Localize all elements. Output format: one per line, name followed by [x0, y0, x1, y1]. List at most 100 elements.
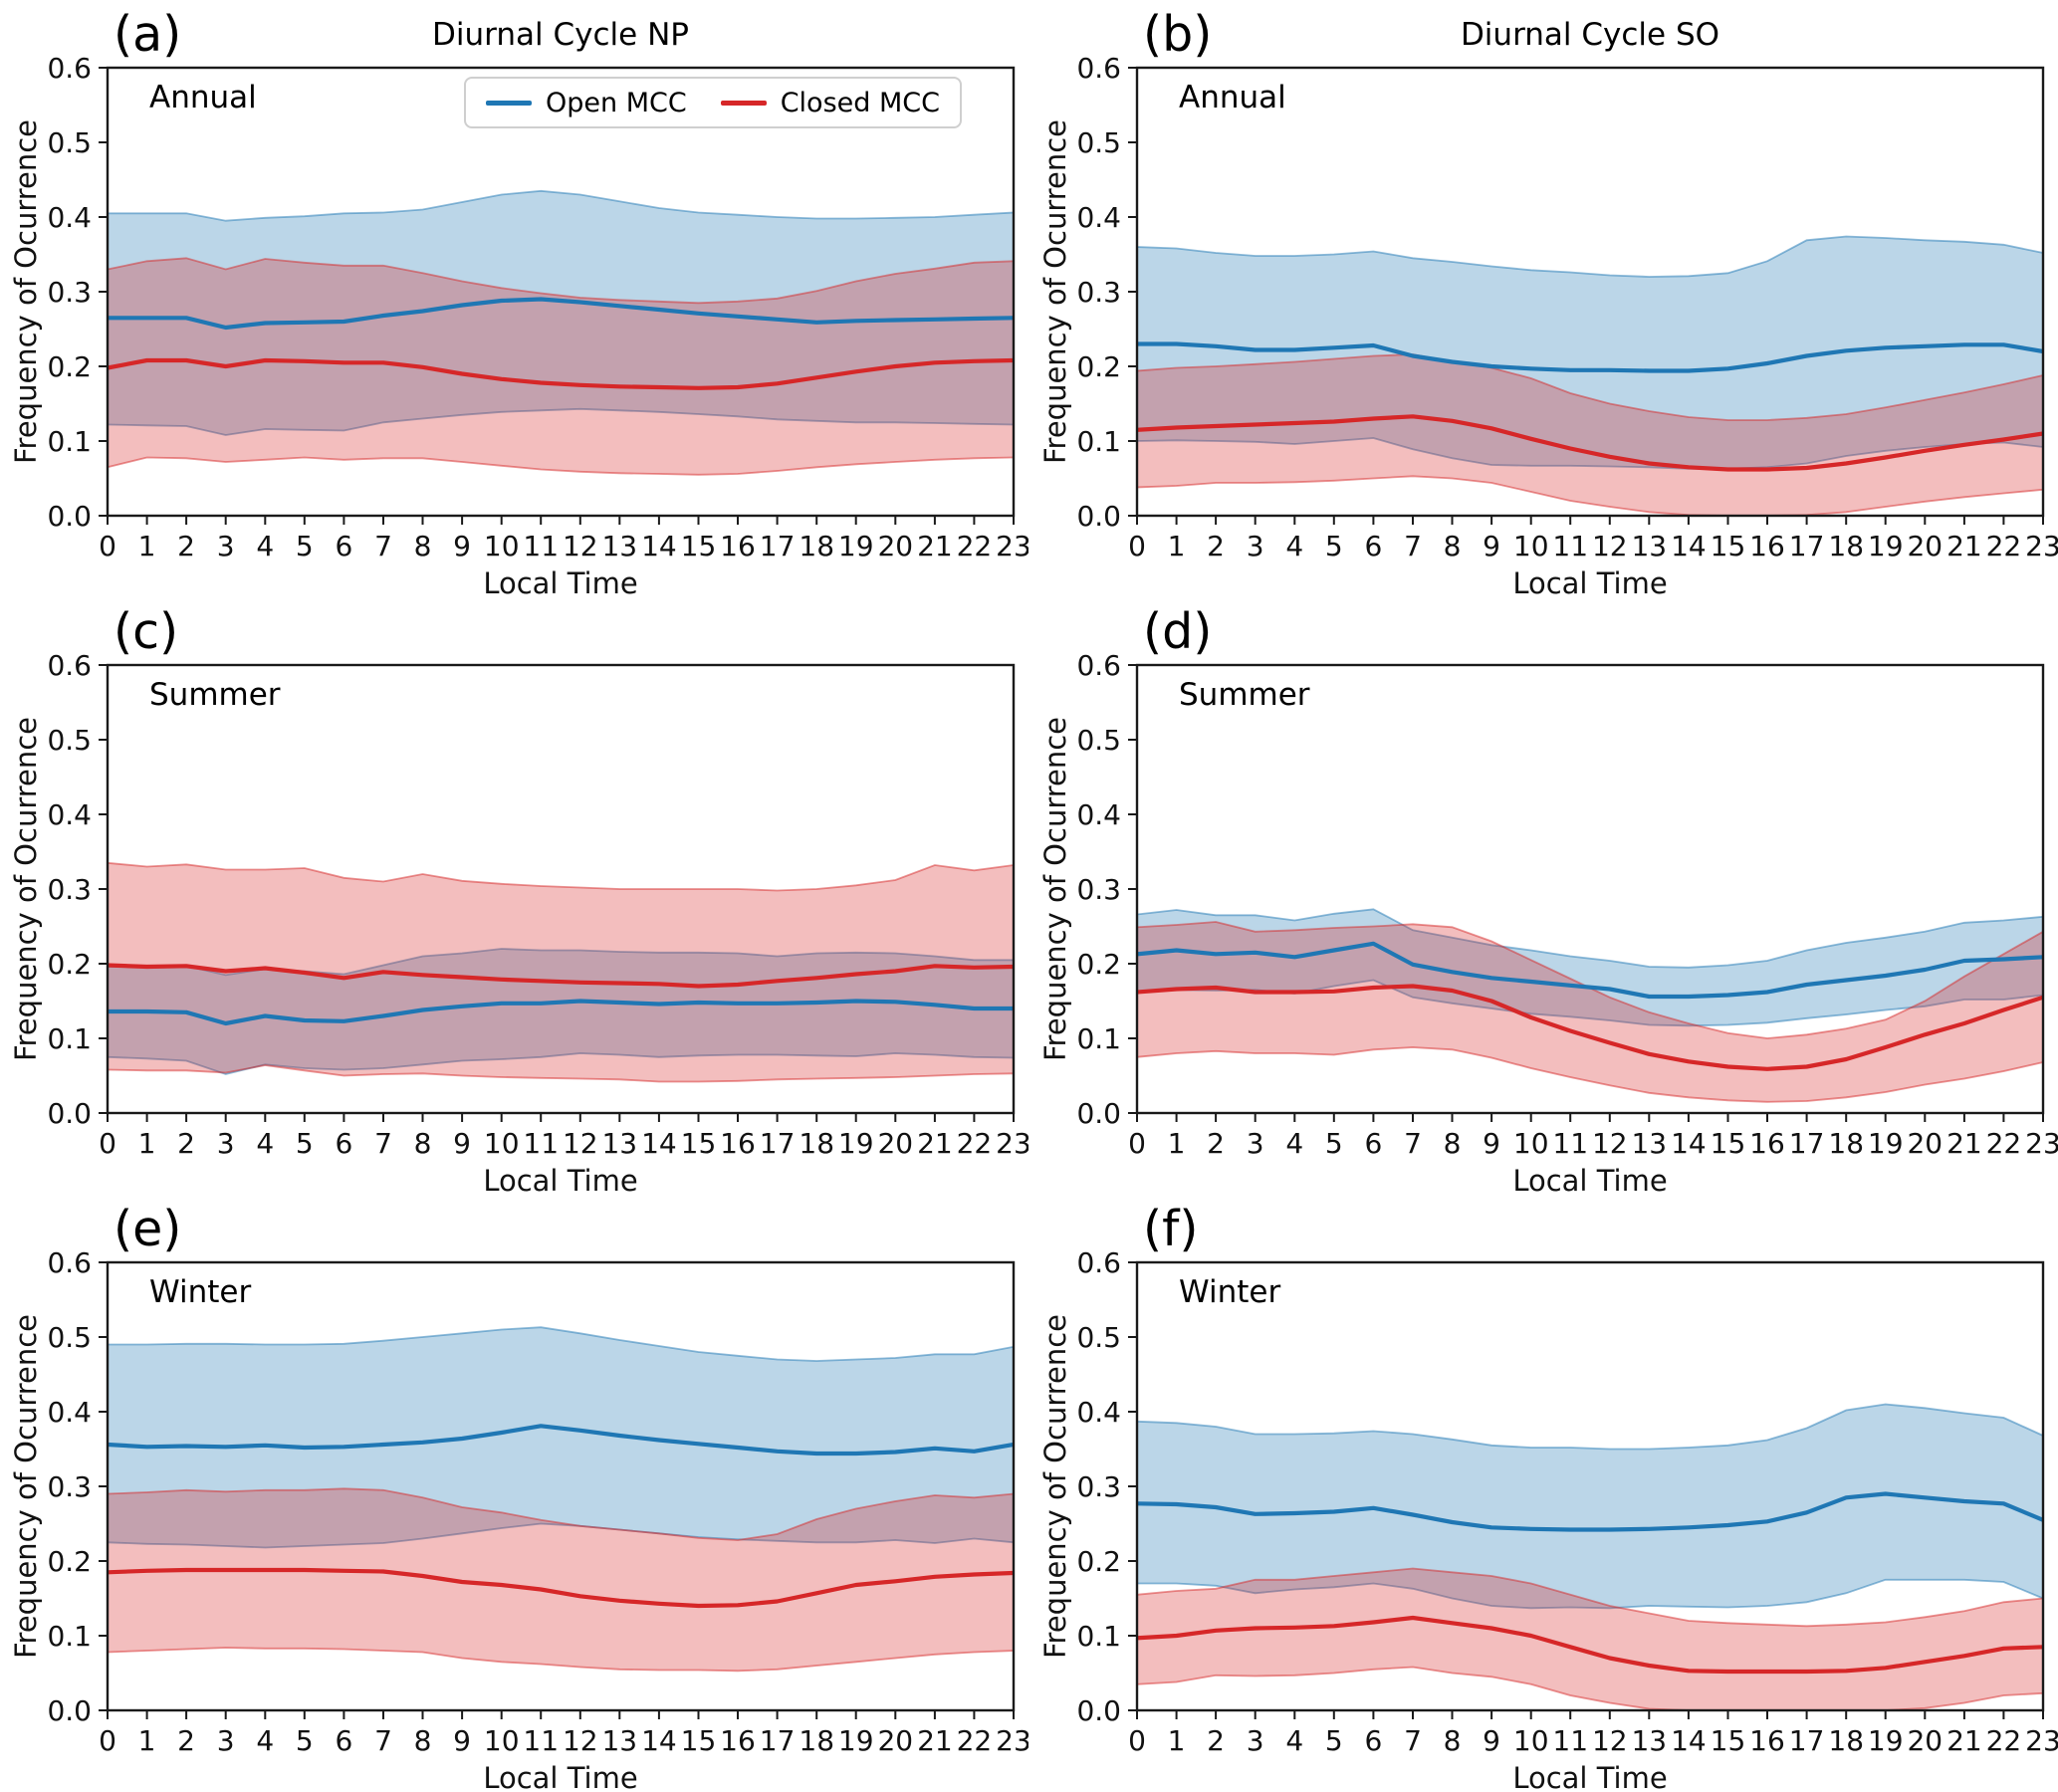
- svg-text:0.1: 0.1: [47, 1620, 92, 1653]
- panel-a-plot: 0 1 2 3 4 5 6 7 8 9 10 11 12 13 14 15 16 17 18 19 20 21 22 230.…: [9, 52, 1029, 597]
- svg-text:15: 15: [681, 1127, 717, 1160]
- svg-text:3: 3: [217, 530, 235, 562]
- panel-letter: (b): [1143, 6, 1213, 63]
- svg-text:15: 15: [1711, 530, 1746, 562]
- svg-text:13: 13: [1631, 530, 1667, 562]
- svg-text:Local Time: Local Time: [483, 566, 637, 597]
- svg-text:0.5: 0.5: [47, 1321, 92, 1354]
- svg-text:5: 5: [296, 1724, 314, 1757]
- svg-text:6: 6: [335, 1127, 352, 1160]
- panel-c-plot: 0 1 2 3 4 5 6 7 8 9 10 11 12 13 14 15 16 17 18 19 20 21 22 230.…: [9, 649, 1029, 1195]
- svg-text:0.5: 0.5: [1076, 126, 1121, 159]
- svg-text:23: 23: [996, 1127, 1029, 1160]
- svg-text:3: 3: [217, 1127, 235, 1160]
- svg-text:20: 20: [1907, 1127, 1943, 1160]
- svg-text:15: 15: [681, 530, 717, 562]
- svg-text:5: 5: [1325, 1724, 1343, 1757]
- svg-text:13: 13: [1631, 1127, 1667, 1160]
- svg-text:0.3: 0.3: [47, 1470, 92, 1503]
- svg-text:0: 0: [99, 1724, 116, 1757]
- svg-text:6: 6: [335, 1724, 352, 1757]
- svg-text:Frequency of Ocurrence: Frequency of Ocurrence: [9, 717, 43, 1061]
- svg-text:2: 2: [1207, 530, 1225, 562]
- svg-text:0.0: 0.0: [1076, 1694, 1121, 1727]
- svg-text:3: 3: [217, 1724, 235, 1757]
- panel-letter: (c): [114, 603, 179, 660]
- svg-text:0.5: 0.5: [1076, 724, 1121, 757]
- svg-text:11: 11: [523, 1127, 559, 1160]
- svg-text:10: 10: [484, 1127, 520, 1160]
- svg-text:Frequency of Ocurrence: Frequency of Ocurrence: [1038, 717, 1072, 1061]
- svg-text:17: 17: [760, 1127, 796, 1160]
- svg-text:10: 10: [1513, 530, 1549, 562]
- svg-text:1: 1: [1168, 1127, 1186, 1160]
- svg-text:20: 20: [877, 1127, 913, 1160]
- svg-text:0.2: 0.2: [47, 350, 92, 383]
- svg-text:18: 18: [799, 1127, 834, 1160]
- panel-title: Diurnal Cycle SO: [1460, 17, 1720, 53]
- svg-text:22: 22: [957, 530, 993, 562]
- svg-text:2: 2: [177, 530, 195, 562]
- svg-text:0.4: 0.4: [47, 798, 92, 831]
- season-label: Annual: [149, 80, 257, 115]
- svg-text:19: 19: [1868, 530, 1904, 562]
- svg-text:18: 18: [799, 530, 834, 562]
- svg-text:2: 2: [1207, 1724, 1225, 1757]
- svg-text:Frequency of Ocurrence: Frequency of Ocurrence: [9, 119, 43, 464]
- panel-e-plot: 0 1 2 3 4 5 6 7 8 9 10 11 12 13 14 15 16 17 18 19 20 21 22 230.…: [9, 1246, 1029, 1792]
- svg-text:23: 23: [2025, 1127, 2058, 1160]
- svg-text:3: 3: [1247, 1127, 1264, 1160]
- panel-b-plot: 0 1 2 3 4 5 6 7 8 9 10 11 12 13 14 15 16 17 18 19 20 21 22 230.…: [1038, 52, 2058, 597]
- svg-text:18: 18: [1828, 1127, 1864, 1160]
- svg-text:6: 6: [1364, 530, 1382, 562]
- svg-text:7: 7: [1404, 530, 1422, 562]
- svg-text:11: 11: [523, 530, 559, 562]
- svg-text:0.6: 0.6: [47, 649, 92, 682]
- panel-letter: (e): [114, 1201, 182, 1257]
- svg-text:7: 7: [1404, 1724, 1422, 1757]
- svg-text:Frequency of Ocurrence: Frequency of Ocurrence: [1038, 1314, 1072, 1659]
- svg-text:18: 18: [1828, 1724, 1864, 1757]
- svg-text:5: 5: [296, 530, 314, 562]
- season-label: Annual: [1179, 80, 1286, 115]
- svg-text:0.0: 0.0: [47, 500, 92, 533]
- svg-text:0.0: 0.0: [47, 1097, 92, 1130]
- svg-text:0.0: 0.0: [1076, 1097, 1121, 1130]
- svg-text:5: 5: [1325, 530, 1343, 562]
- svg-text:0.6: 0.6: [47, 52, 92, 85]
- svg-text:10: 10: [484, 530, 520, 562]
- svg-text:0.1: 0.1: [47, 425, 92, 458]
- svg-text:13: 13: [601, 530, 637, 562]
- svg-text:Local Time: Local Time: [1512, 566, 1667, 597]
- svg-text:20: 20: [877, 1724, 913, 1757]
- svg-text:8: 8: [414, 1127, 432, 1160]
- svg-text:8: 8: [414, 530, 432, 562]
- svg-text:13: 13: [601, 1724, 637, 1757]
- svg-text:15: 15: [1711, 1724, 1746, 1757]
- svg-text:0: 0: [99, 1127, 116, 1160]
- svg-text:0.4: 0.4: [1076, 201, 1121, 234]
- svg-text:7: 7: [374, 1127, 392, 1160]
- svg-text:6: 6: [1364, 1127, 1382, 1160]
- panel-letter: (f): [1143, 1201, 1199, 1257]
- svg-text:11: 11: [1552, 530, 1588, 562]
- svg-text:0.5: 0.5: [47, 126, 92, 159]
- svg-text:11: 11: [523, 1724, 559, 1757]
- svg-text:21: 21: [1946, 530, 1982, 562]
- svg-text:17: 17: [1789, 530, 1825, 562]
- svg-text:Local Time: Local Time: [483, 1761, 637, 1792]
- svg-text:4: 4: [1285, 530, 1303, 562]
- svg-text:4: 4: [1285, 1127, 1303, 1160]
- svg-text:23: 23: [2025, 1724, 2058, 1757]
- svg-text:9: 9: [453, 530, 471, 562]
- svg-text:21: 21: [917, 530, 953, 562]
- svg-text:13: 13: [601, 1127, 637, 1160]
- svg-text:11: 11: [1552, 1127, 1588, 1160]
- svg-text:0: 0: [1128, 1127, 1146, 1160]
- svg-text:15: 15: [681, 1724, 717, 1757]
- svg-text:12: 12: [1592, 1127, 1628, 1160]
- svg-text:12: 12: [563, 530, 598, 562]
- svg-text:0.3: 0.3: [1076, 873, 1121, 906]
- panel-d-plot: 0 1 2 3 4 5 6 7 8 9 10 11 12 13 14 15 16 17 18 19 20 21 22 230.…: [1038, 649, 2058, 1195]
- open-mcc-line-sample: [486, 100, 532, 106]
